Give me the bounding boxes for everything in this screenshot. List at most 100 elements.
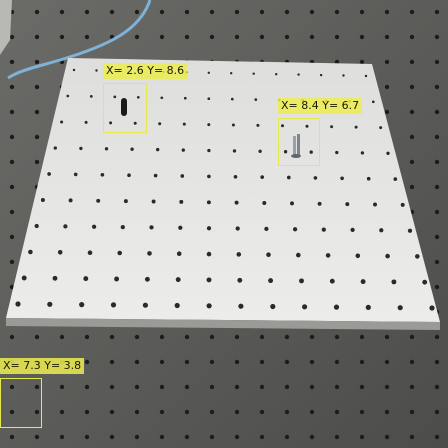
board-hole [254,98,257,101]
board-hole [92,225,96,229]
board-hole [22,276,27,281]
board-hole [207,97,210,100]
board-hole [379,126,382,129]
board-hole [73,69,75,71]
board-hole [345,202,349,206]
board-hole [373,203,377,207]
board-hole [330,125,333,128]
board-hole [41,198,45,202]
board-hole [408,229,412,233]
board-hole [356,254,361,259]
board-hole [268,278,273,283]
board-hole [156,148,159,151]
board-hole [28,250,33,255]
board-hole [237,278,242,283]
annotation-box [103,83,147,133]
board-hole [60,120,63,123]
board-hole [85,121,88,124]
board-hole [275,73,277,75]
board-hole [290,201,294,205]
board-hole [207,200,211,204]
board-hole [176,277,181,282]
board-hole [143,303,148,308]
board-hole [258,150,261,153]
board-hole [54,146,57,149]
board-hole [385,254,390,259]
annotation-label: X= 2.6 Y= 8.6 [103,63,187,79]
board-hole [79,302,84,307]
board-hole [365,75,367,77]
board-hole [386,152,389,155]
board-hole [361,279,366,284]
board-hole [401,203,405,207]
board-hole [207,226,211,230]
board-hole [367,177,371,181]
board-hole [299,278,304,283]
board-hole [379,228,383,232]
board-hole [130,148,133,151]
board-hole [66,95,69,98]
board-hole [262,201,266,205]
board-hole [233,149,236,152]
board-hole [207,252,212,257]
board-hole [117,251,122,256]
board-hole [127,173,131,177]
board-hole [207,149,210,152]
board-hole [297,73,299,75]
board-hole [318,202,322,206]
board-hole [334,305,339,310]
board-hole [270,304,275,309]
board-hole [340,176,344,180]
board-hole [422,280,427,285]
annotation-label: X= 7.3 Y= 3.8 [0,358,84,374]
board-hole [124,199,128,203]
board-hole [47,172,51,176]
board-hole [160,96,163,99]
board-hole [183,123,186,126]
board-hole [391,279,396,284]
board-hole [398,305,403,310]
board-hole [260,175,264,179]
board-hole [63,224,67,228]
board-hole [415,254,420,259]
board-hole [95,69,97,71]
board-hole [287,176,291,180]
board-hole [35,224,39,228]
board-hole [83,276,88,281]
board-hole [366,305,371,310]
board-hole [253,73,255,75]
board-hole [237,252,242,257]
board-hole [79,147,82,150]
board-hole [145,277,150,282]
board-hole [96,199,100,203]
board-hole [158,122,161,125]
board-hole [293,227,297,231]
board-hole [184,97,187,100]
board-hole [372,100,375,103]
board-hole [88,250,93,255]
board-hole [296,253,301,258]
board-hole [314,176,318,180]
board-hole [175,303,180,308]
board-hole [90,95,93,98]
board-hole [320,74,322,76]
board-hole [330,279,335,284]
board-hole [180,174,184,178]
board-hole [154,174,158,178]
board-hole [266,252,271,257]
board-hole [207,277,212,282]
board-hole [15,301,20,306]
board-hole [302,304,307,309]
board-hole [178,226,182,230]
board-hole [69,198,73,202]
board-hole [235,201,239,205]
board-hole [350,228,354,232]
annotation-label: X= 8.4 Y= 6.7 [278,98,362,114]
board-hole [361,151,364,154]
board-hole [182,148,185,151]
board-hole [208,72,210,74]
board-hole [335,151,338,154]
board-hole [101,173,105,177]
